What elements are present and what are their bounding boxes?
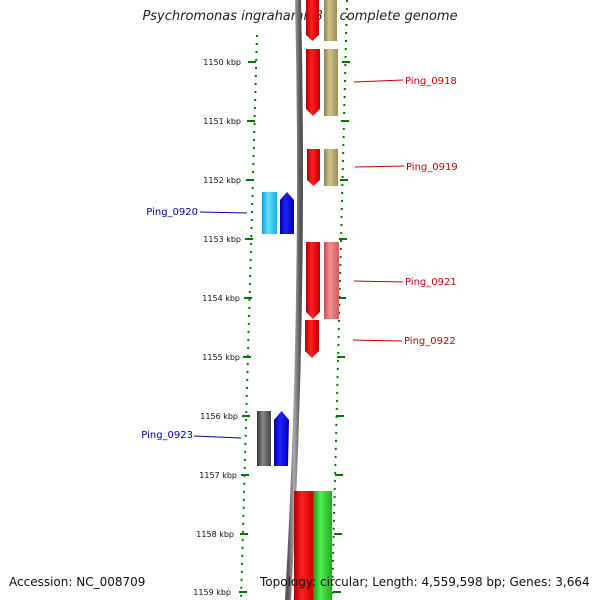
forward-cds-bar (294, 491, 314, 600)
leader-line (352, 339, 403, 342)
gene-label-ping-0919[interactable]: Ping_0919 (406, 162, 458, 173)
leader-line (199, 211, 248, 214)
scale-label: 1152 kbp (203, 176, 241, 185)
reverse-cds-arrow-ping-0923 (274, 411, 289, 466)
forward-feature-block (324, 0, 337, 41)
scale-label: 1154 kbp (202, 294, 240, 303)
genome-backbone (285, 0, 304, 600)
forward-cds-arrow-ping-0922 (305, 320, 319, 358)
forward-cds-arrow-ping-0919 (307, 149, 320, 186)
gene-label-ping-0922[interactable]: Ping_0922 (404, 336, 456, 347)
forward-cds-arrow (306, 0, 319, 41)
scale-ticks: 1150 kbp 1151 kbp 1152 kbp 1153 kbp 1154… (193, 58, 350, 597)
gene-labels: Ping_0918 Ping_0919 Ping_0920 Ping_0921 … (141, 76, 457, 441)
gene-label-ping-0921[interactable]: Ping_0921 (405, 277, 457, 288)
gene-label-ping-0923[interactable]: Ping_0923 (141, 430, 193, 441)
scale-label: 1158 kbp (196, 530, 234, 539)
gene-label-ping-0920[interactable]: Ping_0920 (146, 207, 198, 218)
forward-cds-arrow-ping-0921 (306, 242, 320, 319)
forward-strand-features (294, 0, 339, 600)
scale-label: 1151 kbp (203, 117, 241, 126)
scale-label: 1153 kbp (203, 235, 241, 244)
forward-green-bar (313, 491, 332, 600)
scale-label: 1156 kbp (200, 412, 238, 421)
scale-label: 1159 kbp (193, 588, 231, 597)
reverse-strand-features (257, 192, 294, 466)
forward-feature-block-ping-0921 (324, 242, 339, 319)
scale-label: 1155 kbp (202, 353, 240, 362)
topology-label: Topology: circular; Length: 4,559,598 bp… (260, 575, 590, 589)
leader-line (354, 165, 405, 168)
scale-label: 1150 kbp (203, 58, 241, 67)
accession-label: Accession: NC_008709 (9, 575, 146, 589)
scale-label: 1157 kbp (199, 471, 237, 480)
forward-feature-block-ping-0919 (324, 149, 338, 186)
outer-dotted-track (240, 34, 258, 600)
reverse-cds-arrow-ping-0920 (280, 192, 294, 234)
forward-cds-arrow-ping-0918 (306, 49, 320, 116)
leader-line (193, 435, 242, 439)
gene-label-ping-0918[interactable]: Ping_0918 (405, 76, 457, 87)
forward-feature-block-ping-0918 (324, 49, 338, 116)
leader-line (353, 280, 404, 283)
reverse-feature-block-ping-0923 (257, 411, 271, 466)
leader-line (353, 79, 404, 83)
reverse-feature-block-ping-0920 (262, 192, 277, 234)
